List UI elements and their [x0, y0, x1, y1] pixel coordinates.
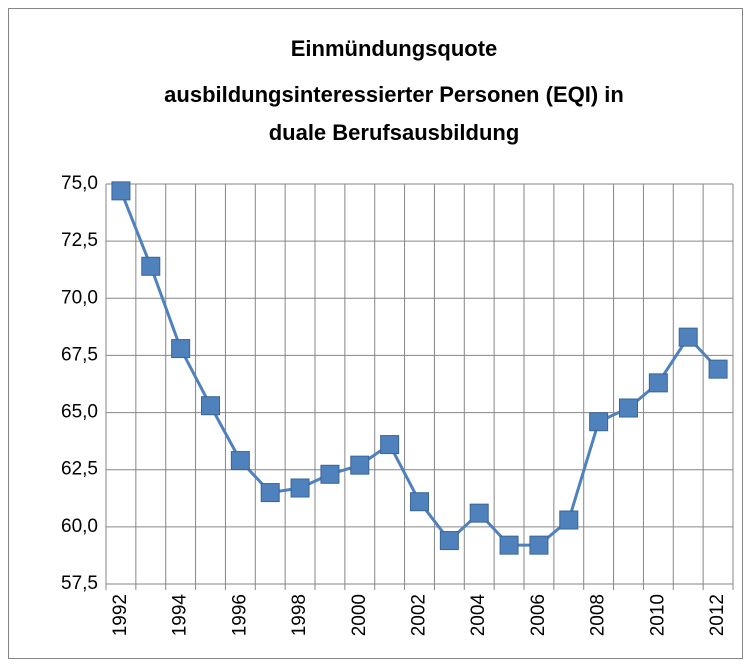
y-tick-label: 65,0: [61, 402, 98, 423]
x-tick-label: 2010: [647, 594, 668, 636]
x-tick-label: 2002: [409, 594, 430, 636]
marker: [648, 373, 668, 393]
marker: [230, 451, 250, 471]
chart-frame: [8, 8, 743, 659]
marker: [469, 503, 489, 523]
marker: [201, 396, 220, 416]
y-tick-label: 62,5: [61, 459, 98, 480]
x-tick-label: 2000: [349, 594, 370, 636]
x-tick-label: 1998: [289, 594, 310, 636]
y-tick-label: 75,0: [61, 173, 98, 194]
x-tick-label: 2008: [588, 594, 609, 636]
marker: [380, 435, 400, 455]
marker: [410, 492, 429, 512]
y-tick-label: 60,0: [61, 516, 98, 537]
marker: [559, 510, 579, 530]
y-tick-label: 57,5: [61, 573, 98, 594]
marker: [678, 327, 698, 347]
chart-title: Einmündungsquote: [291, 36, 498, 61]
marker: [439, 531, 459, 551]
x-tick-label: 1994: [170, 594, 191, 637]
marker: [141, 256, 161, 276]
x-tick-label: 2006: [528, 594, 549, 636]
y-tick-label: 70,0: [61, 287, 98, 308]
y-tick-label: 72,5: [61, 230, 98, 251]
marker: [350, 455, 370, 475]
x-tick-label: 1992: [110, 594, 131, 636]
marker: [290, 478, 310, 498]
chart-title: duale Berufsausbildung: [269, 120, 520, 145]
x-tick-label: 1996: [229, 594, 250, 636]
marker: [320, 464, 340, 484]
marker: [589, 412, 609, 432]
y-tick-label: 67,5: [61, 344, 98, 365]
marker: [708, 359, 728, 379]
marker: [260, 483, 280, 503]
marker: [111, 181, 131, 201]
marker: [171, 339, 191, 359]
chart-title: ausbildungsinteressierter Personen (EQI)…: [164, 82, 624, 107]
x-tick-label: 2004: [468, 594, 489, 637]
marker: [619, 398, 638, 418]
marker: [529, 535, 549, 555]
marker: [499, 535, 519, 555]
x-tick-label: 2012: [707, 594, 728, 636]
